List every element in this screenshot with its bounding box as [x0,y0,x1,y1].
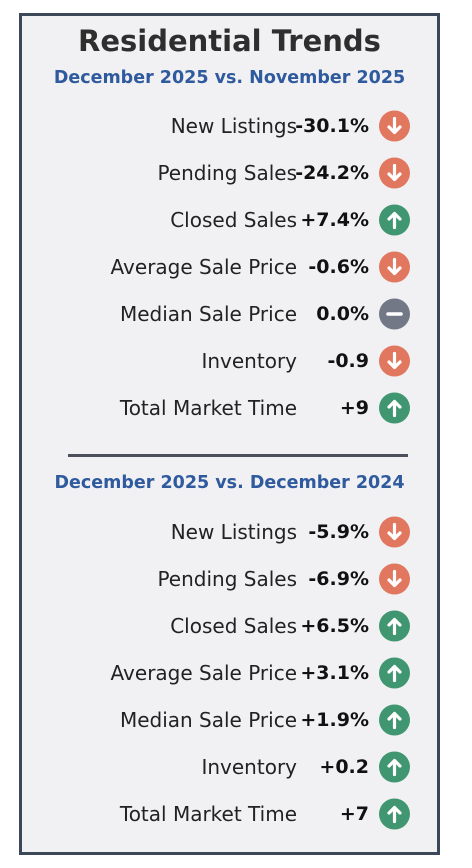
metric-label: New Listings [170,114,297,138]
metric-row: Inventory -0.9 [22,344,437,378]
metric-value: -30.1% [295,115,369,137]
metric-label: Inventory [201,349,297,373]
arrow-up-icon [379,704,410,736]
arrow-down-icon [379,563,410,595]
metric-row: Total Market Time +9 [22,391,437,425]
metric-label: Pending Sales [157,567,297,591]
metric-row: Closed Sales +7.4% [22,203,437,237]
metric-value: +0.2 [319,756,369,778]
metric-label: Total Market Time [119,396,297,420]
metric-value: -24.2% [295,162,369,184]
section-divider [68,454,408,457]
metric-value: +3.1% [300,662,369,684]
arrow-down-icon [379,251,410,283]
arrow-down-icon [379,110,410,142]
metric-label: Average Sale Price [110,661,297,685]
metric-label: Average Sale Price [110,255,297,279]
arrow-up-icon [379,392,410,424]
arrow-up-icon [379,204,410,236]
arrow-up-icon [379,751,410,783]
metric-value: +7 [339,803,369,825]
metric-label: Pending Sales [157,161,297,185]
metric-value: -6.9% [308,568,369,590]
arrow-down-icon [379,345,410,377]
metric-value: +7.4% [300,209,369,231]
metric-label: Inventory [201,755,297,779]
metric-value: -0.9 [327,350,369,372]
metric-row: Average Sale Price +3.1% [22,656,437,690]
arrow-up-icon [379,798,410,830]
metric-row: Median Sale Price 0.0% [22,297,437,331]
arrow-down-icon [379,157,410,189]
metric-label: Closed Sales [170,208,297,232]
metric-value: 0.0% [316,303,369,325]
metric-row: Median Sale Price +1.9% [22,703,437,737]
metric-label: New Listings [170,520,297,544]
residential-trends-card: Residential Trends December 2025 vs. Nov… [19,13,440,855]
metric-row: Pending Sales -24.2% [22,156,437,190]
metric-row: Pending Sales -6.9% [22,562,437,596]
metric-row: Average Sale Price -0.6% [22,250,437,284]
metric-row: Closed Sales +6.5% [22,609,437,643]
metric-row: Inventory +0.2 [22,750,437,784]
metric-value: +9 [339,397,369,419]
metric-row: New Listings -30.1% [22,109,437,143]
section-1-subtitle: December 2025 vs. November 2025 [53,68,406,88]
metric-value: -0.6% [308,256,369,278]
arrow-up-icon [379,657,410,689]
metric-value: +1.9% [300,709,369,731]
arrow-down-icon [379,516,410,548]
metric-row: New Listings -5.9% [22,515,437,549]
minus-icon [379,298,410,330]
metric-label: Median Sale Price [119,302,297,326]
metric-label: Closed Sales [170,614,297,638]
metric-label: Median Sale Price [119,708,297,732]
metric-value: -5.9% [308,521,369,543]
metric-label: Total Market Time [119,802,297,826]
metric-row: Total Market Time +7 [22,797,437,831]
section-2-subtitle: December 2025 vs. December 2024 [54,473,405,493]
card-title: Residential Trends [78,24,381,58]
metric-value: +6.5% [300,615,369,637]
arrow-up-icon [379,610,410,642]
